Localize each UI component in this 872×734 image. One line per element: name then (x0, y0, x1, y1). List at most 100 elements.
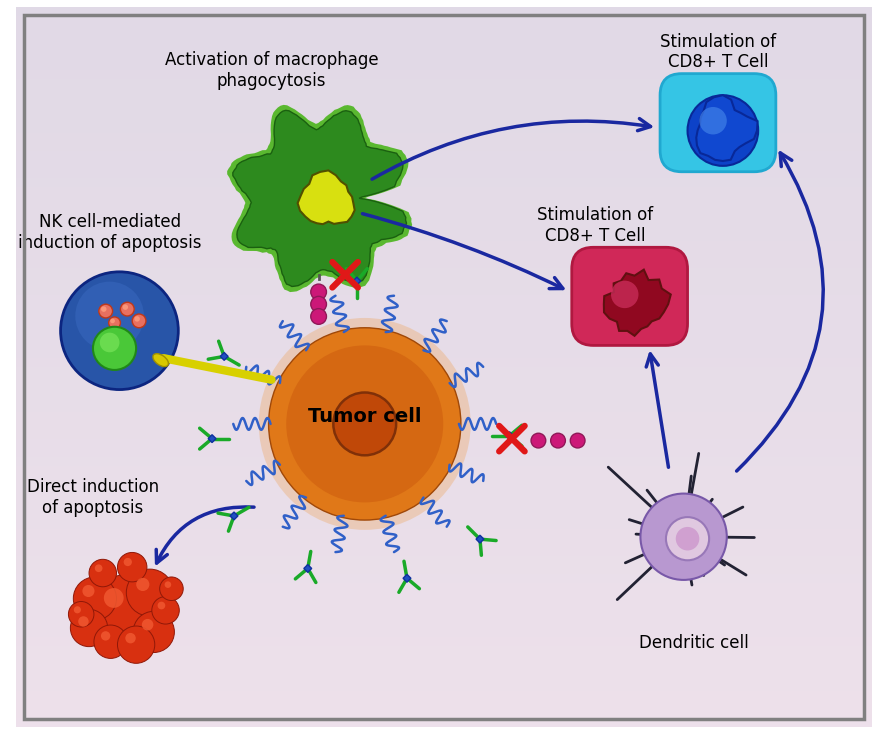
Circle shape (126, 633, 136, 644)
Bar (17, 412, 872, 422)
Bar (17, 115, 872, 125)
Bar (17, 493, 872, 503)
Text: Stimulation of
CD8+ T Cell: Stimulation of CD8+ T Cell (660, 32, 776, 71)
Bar (17, 592, 872, 602)
Circle shape (75, 282, 144, 350)
Bar (17, 106, 872, 116)
Bar (17, 673, 872, 683)
Polygon shape (297, 170, 355, 224)
Polygon shape (230, 512, 238, 520)
Circle shape (570, 433, 585, 448)
Circle shape (142, 619, 153, 631)
Bar (17, 124, 872, 134)
Circle shape (101, 631, 110, 641)
Circle shape (286, 346, 443, 502)
Bar (17, 277, 872, 287)
Bar (17, 88, 872, 98)
Circle shape (158, 602, 166, 609)
Circle shape (310, 284, 326, 299)
Bar (17, 61, 872, 71)
Bar (17, 511, 872, 521)
Circle shape (133, 611, 174, 653)
Polygon shape (696, 95, 758, 161)
Circle shape (60, 272, 178, 390)
Bar (17, 403, 872, 413)
Text: Activation of macrophage
phagocytosis: Activation of macrophage phagocytosis (165, 51, 378, 90)
Bar (17, 241, 872, 251)
Circle shape (699, 107, 726, 134)
Circle shape (89, 559, 117, 586)
Circle shape (73, 577, 117, 620)
Circle shape (124, 558, 132, 566)
Circle shape (123, 305, 128, 310)
Circle shape (333, 393, 396, 455)
Polygon shape (208, 435, 216, 443)
Bar (17, 43, 872, 53)
Circle shape (118, 626, 154, 664)
Circle shape (118, 553, 146, 582)
Circle shape (640, 493, 726, 580)
Text: Dendritic cell: Dendritic cell (638, 633, 748, 652)
Circle shape (152, 597, 180, 624)
Bar (17, 7, 872, 17)
Bar (17, 97, 872, 107)
Bar (17, 259, 872, 269)
Bar (17, 601, 872, 611)
Circle shape (89, 575, 160, 646)
Circle shape (259, 318, 471, 530)
Polygon shape (506, 432, 514, 440)
Circle shape (134, 316, 140, 321)
Bar (17, 439, 872, 449)
Circle shape (687, 95, 758, 166)
Bar (17, 394, 872, 404)
Circle shape (120, 302, 134, 316)
Bar (17, 133, 872, 143)
Bar (17, 520, 872, 530)
Bar (17, 331, 872, 341)
Bar (17, 538, 872, 548)
Bar (17, 169, 872, 179)
Bar (17, 556, 872, 566)
FancyBboxPatch shape (572, 247, 687, 346)
Polygon shape (228, 105, 412, 292)
Circle shape (126, 569, 174, 617)
Polygon shape (221, 352, 228, 360)
Polygon shape (476, 535, 484, 543)
Circle shape (310, 308, 326, 324)
Bar (17, 466, 872, 476)
Bar (17, 709, 872, 719)
Circle shape (165, 581, 171, 588)
Bar (17, 646, 872, 656)
Polygon shape (353, 277, 361, 285)
Circle shape (74, 606, 81, 614)
Bar (17, 664, 872, 674)
Bar (17, 421, 872, 431)
Circle shape (104, 588, 124, 608)
Bar (17, 565, 872, 575)
Circle shape (133, 314, 146, 328)
Bar (17, 34, 872, 44)
Polygon shape (603, 269, 671, 335)
Bar (17, 628, 872, 638)
Bar (17, 385, 872, 395)
Bar (17, 160, 872, 170)
Bar (17, 484, 872, 494)
Bar (17, 70, 872, 80)
Circle shape (160, 577, 183, 600)
Bar (17, 376, 872, 386)
Text: Tumor cell: Tumor cell (308, 407, 421, 426)
Bar (17, 295, 872, 305)
Bar (17, 358, 872, 368)
Circle shape (109, 317, 120, 329)
Circle shape (666, 517, 709, 560)
Bar (17, 178, 872, 188)
Circle shape (110, 319, 115, 323)
Text: NK cell-mediated
induction of apoptosis: NK cell-mediated induction of apoptosis (18, 213, 201, 252)
Bar (17, 547, 872, 557)
Bar (17, 16, 872, 26)
Bar (17, 475, 872, 485)
Circle shape (95, 564, 103, 572)
Circle shape (676, 527, 699, 550)
Circle shape (136, 578, 149, 591)
Bar (17, 142, 872, 152)
